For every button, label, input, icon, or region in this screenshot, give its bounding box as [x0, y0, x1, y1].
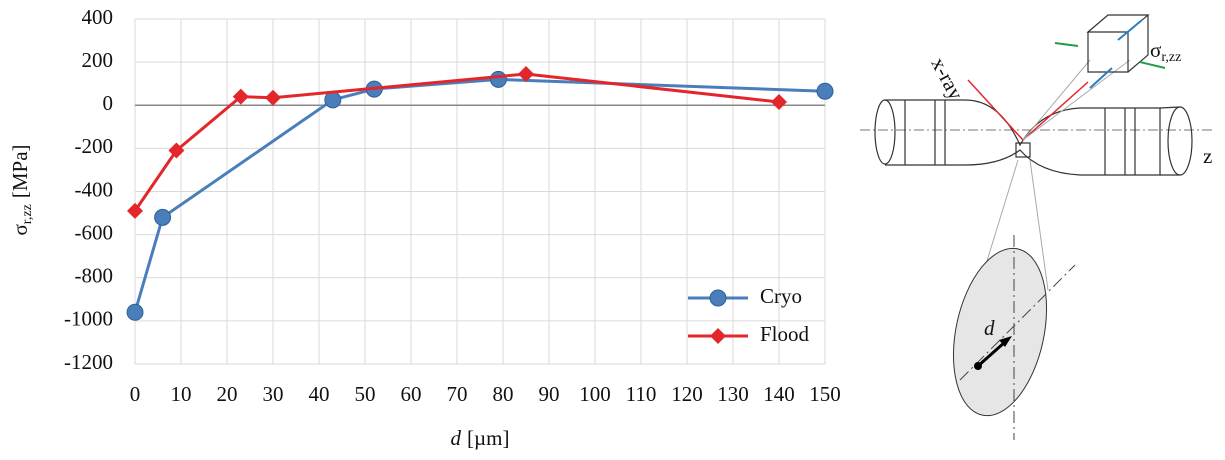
y-tick-label: -200: [75, 134, 114, 158]
y-label-subscript: r,zz: [20, 204, 35, 224]
data-point: [168, 142, 185, 159]
legend-label: Cryo: [760, 284, 802, 308]
legend-marker: [709, 289, 727, 307]
depth-arrowhead: [999, 336, 1012, 347]
projection-lines: [1022, 59, 1131, 141]
axis-label: z: [1203, 144, 1212, 168]
data-point: [127, 202, 143, 219]
stress-arrows: [1054, 42, 1166, 69]
y-tick-label: -400: [75, 177, 114, 201]
y-tick-label: 0: [103, 91, 114, 115]
y-tick-label: -1000: [64, 307, 113, 331]
stress-symbol: σ: [1150, 38, 1161, 62]
specimen-end: [874, 99, 896, 165]
depth-label: d: [984, 316, 995, 340]
data-point: [232, 88, 249, 105]
legend-label: Flood: [760, 322, 810, 346]
x-tick-label: 100: [579, 382, 611, 406]
x-tick-label: 80: [493, 382, 514, 406]
y-label-unit: [MPa]: [8, 144, 32, 198]
data-point: [489, 70, 507, 88]
data-point: [154, 208, 172, 226]
series-line: [133, 72, 780, 212]
cross-section: [952, 247, 1048, 417]
x-tick-label: 110: [626, 382, 657, 406]
surface-point: [974, 362, 982, 370]
x-tick-label: 140: [763, 382, 795, 406]
x-axis-label: d [µm]: [451, 426, 510, 450]
section-axis: [959, 264, 1076, 381]
x-tick-label: 70: [447, 382, 468, 406]
data-point: [126, 303, 144, 321]
specimen-diagram: x-ray σr,zz z d: [860, 14, 1215, 440]
y-tick-label: -1200: [64, 350, 113, 374]
legend-marker: [710, 328, 726, 344]
x-tick-label: 20: [217, 382, 238, 406]
incident-ray: [967, 79, 1024, 141]
stress-arrows: [1089, 19, 1143, 89]
specimen-end: [1167, 106, 1193, 176]
x-tick-label: 60: [401, 382, 422, 406]
y-tick-label: -600: [75, 220, 114, 244]
x-label-unit: [µm]: [467, 426, 509, 450]
x-label-symbol: d: [451, 426, 462, 450]
series-line: [133, 77, 826, 313]
data-point: [771, 94, 787, 111]
x-tick-label: 150: [809, 382, 841, 406]
stress-label: σr,zz: [1150, 38, 1181, 65]
diffracted-ray: [1022, 81, 1089, 141]
x-tick-label: 120: [671, 382, 703, 406]
measure-volume: [1015, 142, 1031, 158]
x-tick-label: 30: [263, 382, 284, 406]
data-point: [518, 65, 534, 82]
y-tick-label: -800: [75, 264, 114, 288]
x-tick-label: 40: [309, 382, 330, 406]
y-tick-label: 200: [82, 48, 114, 72]
data-point: [265, 89, 281, 106]
data-point: [324, 91, 342, 109]
x-tick-label: 0: [130, 382, 141, 406]
y-tick-label: 400: [82, 5, 114, 29]
y-axis-label: σr,zz [MPa]: [8, 144, 35, 235]
x-tick-label: 10: [171, 382, 192, 406]
data-point: [816, 82, 834, 100]
xray-label: x-ray: [926, 53, 968, 104]
x-tick-label: 90: [539, 382, 560, 406]
x-tick-label: 130: [717, 382, 749, 406]
specimen-grooves: [904, 100, 1181, 176]
stress-subscript: r,zz: [1161, 50, 1181, 65]
specimen-outline: [885, 99, 1161, 176]
depth-arrow: [977, 340, 1006, 368]
y-label-symbol: σ: [8, 224, 32, 235]
x-tick-label: 50: [355, 382, 376, 406]
